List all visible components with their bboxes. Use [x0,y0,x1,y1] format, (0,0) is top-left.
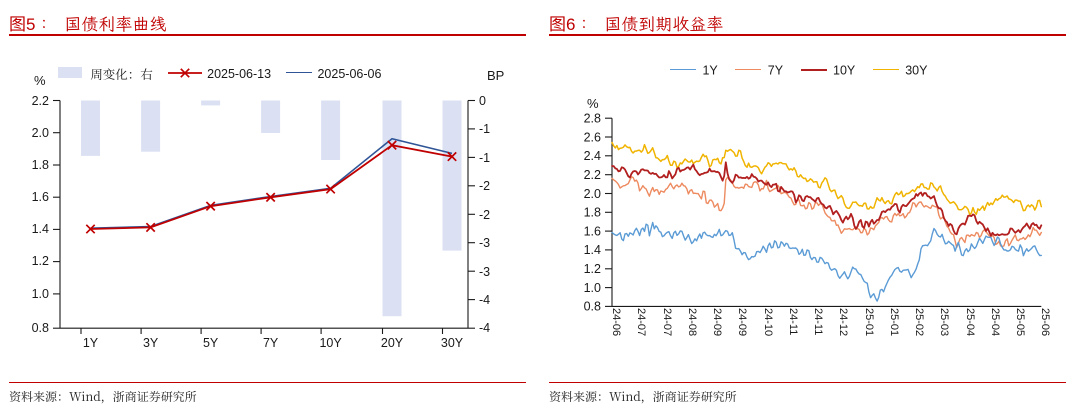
svg-text:1.2: 1.2 [32,254,49,268]
svg-text:1.4: 1.4 [32,222,49,236]
svg-text:-1: -1 [479,151,490,165]
svg-text:1.8: 1.8 [584,206,601,220]
svg-text:-1: -1 [479,122,490,136]
svg-text:2.0: 2.0 [584,187,601,201]
svg-text:-4: -4 [479,293,490,307]
svg-text:1.6: 1.6 [32,190,49,204]
svg-text:10Y: 10Y [319,336,342,350]
svg-text:-3: -3 [479,265,490,279]
svg-text:-2: -2 [479,208,490,222]
svg-text:20Y: 20Y [381,336,404,350]
svg-text:%: % [34,73,46,88]
svg-text:-4: -4 [479,321,490,335]
svg-text:1.0: 1.0 [584,281,601,295]
svg-text:BP: BP [487,68,504,83]
svg-text:1.4: 1.4 [584,243,601,257]
svg-text:2.2: 2.2 [584,168,601,182]
svg-text:1.2: 1.2 [584,262,601,276]
svg-text:2.4: 2.4 [584,149,601,163]
svg-text:30Y: 30Y [441,336,464,350]
svg-text:2.0: 2.0 [32,126,49,140]
svg-text:1.6: 1.6 [584,224,601,238]
svg-text:5Y: 5Y [203,336,219,350]
svg-text:2.8: 2.8 [584,112,601,126]
svg-text:2.2: 2.2 [32,94,49,108]
svg-text:1Y: 1Y [83,336,99,350]
svg-text:-2: -2 [479,179,490,193]
svg-text:0: 0 [479,94,486,108]
svg-text:1.8: 1.8 [32,158,49,172]
svg-text:%: % [587,96,599,111]
svg-text:0.8: 0.8 [32,321,49,335]
svg-text:-3: -3 [479,236,490,250]
svg-text:7Y: 7Y [263,336,279,350]
svg-text:3Y: 3Y [143,336,159,350]
svg-text:1.0: 1.0 [32,287,49,301]
svg-text:2.6: 2.6 [584,130,601,144]
